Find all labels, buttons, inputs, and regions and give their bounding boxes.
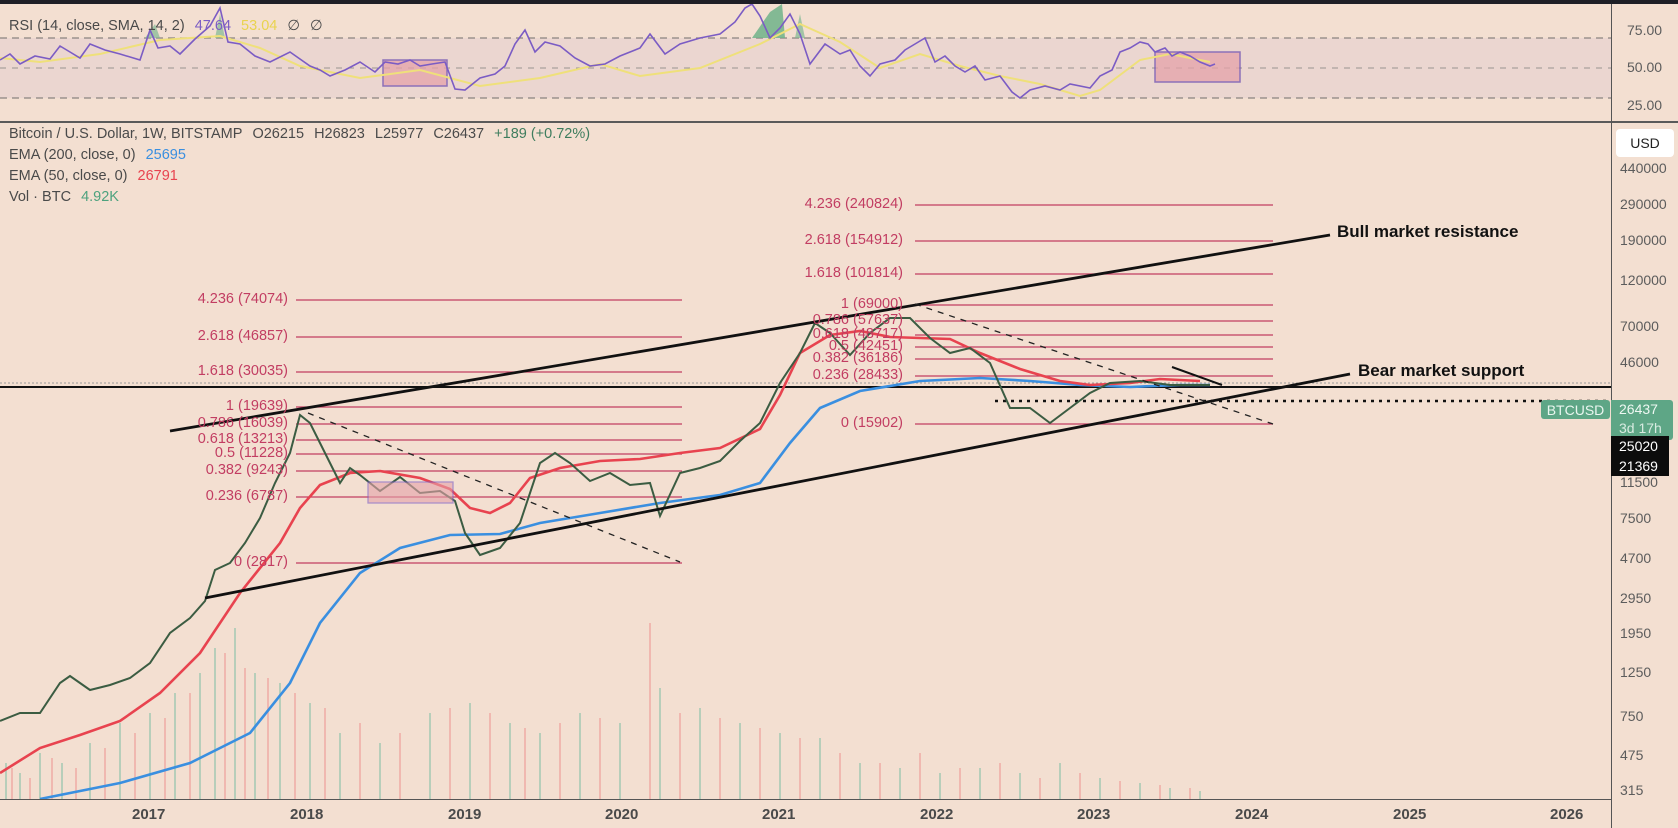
ema200-value: 25695 <box>145 147 186 163</box>
candles <box>0 317 1210 722</box>
rsi-pane[interactable]: RSI (14, close, SMA, 14, 2) 47.64 53.04 … <box>0 4 1612 121</box>
price-tick: 7500 <box>1620 510 1652 526</box>
year-tick: 2018 <box>290 806 324 823</box>
year-tick: 2021 <box>762 806 796 823</box>
fib-2018-label: 2.618 (46857) <box>197 328 288 344</box>
fib-2021-label: 0.382 (36186) <box>812 350 903 366</box>
price-tick: 11500 <box>1620 474 1658 490</box>
high-value: H26823 <box>314 126 365 142</box>
pane-divider[interactable] <box>0 121 1678 123</box>
symbol-label: Bitcoin / U.S. Dollar, 1W, BITSTAMP <box>9 126 243 142</box>
volume-bars <box>5 623 1201 799</box>
year-tick: 2019 <box>448 806 482 823</box>
year-tick: 2026 <box>1550 806 1584 823</box>
price-tick: 120000 <box>1620 272 1667 288</box>
fib-2018-label: 0.382 (9243) <box>205 462 288 478</box>
rsi-tick-50: 50.00 <box>1627 59 1663 75</box>
ema50-value: 26791 <box>137 168 178 184</box>
bar-countdown: 3d 17h <box>1619 420 1662 436</box>
year-tick: 2024 <box>1235 806 1269 823</box>
year-tick: 2025 <box>1393 806 1427 823</box>
fib-2021-label: 0 (15902) <box>840 415 903 431</box>
price-tick: 1250 <box>1620 664 1652 680</box>
price-tick: 290000 <box>1620 196 1667 212</box>
price-tick: 46000 <box>1620 354 1659 370</box>
last-price-tag: 26437 3d 17h <box>1611 400 1673 440</box>
rsi-tick-25: 25.00 <box>1627 97 1663 113</box>
time-axis-border <box>0 799 1612 800</box>
ema200-legend[interactable]: EMA (200, close, 0) 25695 <box>9 147 192 163</box>
fib-2018-label: 0.236 (6787) <box>205 488 288 504</box>
fib-2018-label: 0.786 (16039) <box>197 415 288 431</box>
rsi-sma-value: 53.04 <box>241 18 278 34</box>
fib-2018-label: 0.5 (11228) <box>214 445 288 461</box>
rsi-legend: RSI (14, close, SMA, 14, 2) 47.64 53.04 … <box>9 18 323 34</box>
fib-2018-label: 1 (19639) <box>225 398 288 414</box>
rsi-tick-75: 75.00 <box>1627 22 1663 38</box>
year-tick: 2023 <box>1077 806 1111 823</box>
last-price-value: 26437 <box>1619 401 1658 417</box>
price-tick: 70000 <box>1620 318 1659 334</box>
price-tick: 440000 <box>1620 160 1667 176</box>
low-value: L25977 <box>374 126 424 142</box>
fib-2021-label: 0.236 (28433) <box>812 367 903 383</box>
year-tick: 2022 <box>920 806 954 823</box>
bull-market-resistance-label: Bull market resistance <box>1337 222 1519 241</box>
fib-2021-label: 0.5 (42451) <box>828 338 903 354</box>
price-tick: 190000 <box>1620 232 1667 248</box>
open-value: O26215 <box>252 126 305 142</box>
rsi-plot <box>0 4 1612 100</box>
price-tick: 4700 <box>1620 550 1652 566</box>
ema200-label: EMA (200, close, 0) <box>9 147 136 163</box>
price-pane[interactable]: Bitcoin / U.S. Dollar, 1W, BITSTAMP O262… <box>0 123 1612 799</box>
fib-2018-label: 1.618 (30035) <box>197 363 288 379</box>
fib-2018-label: 0 (2817) <box>233 554 288 570</box>
year-tick: 2017 <box>132 806 166 823</box>
bull-resistance-line <box>169 233 1331 433</box>
fib-2021-label: 0.786 (57637) <box>812 312 903 328</box>
price-tick: 2950 <box>1620 590 1652 606</box>
volume-legend[interactable]: Vol · BTC 4.92K <box>9 189 125 205</box>
change-value: +189 (+0.72%) <box>494 126 591 142</box>
top-bar <box>0 0 1678 4</box>
rsi-extra-2: ∅ <box>310 18 323 34</box>
fib-2021-label: 4.236 (240824) <box>804 196 903 212</box>
symbol-legend: Bitcoin / U.S. Dollar, 1W, BITSTAMP O262… <box>9 126 596 142</box>
price-tick: 750 <box>1620 708 1644 724</box>
fib-2018-lines <box>296 299 682 564</box>
fib-2021-lines <box>915 204 1273 425</box>
rsi-extra-1: ∅ <box>287 18 301 34</box>
bear-market-support-label: Bear market support <box>1358 361 1525 380</box>
fib-2021-label: 0.618 (48717) <box>812 326 903 342</box>
rsi-value: 47.64 <box>194 18 232 34</box>
currency-button[interactable]: USD <box>1616 129 1674 157</box>
price-tick: 1950 <box>1620 625 1652 641</box>
price-tick: 475 <box>1620 747 1644 763</box>
bear-support-line <box>204 372 1351 600</box>
ema50-label: EMA (50, close, 0) <box>9 168 128 184</box>
fib-2021-label: 2.618 (154912) <box>804 232 903 248</box>
volume-value: 4.92K <box>81 189 119 205</box>
price-plot <box>0 204 1612 799</box>
price-tick: 315 <box>1620 782 1644 798</box>
symbol-price-tag[interactable]: BTCUSD <box>1541 400 1610 419</box>
fib-2018-label: 0.618 (13213) <box>197 431 288 447</box>
fib-2021-label: 1 (69000) <box>840 296 903 312</box>
level-tag-21369: 21369 <box>1611 456 1669 476</box>
fib-2018-label: 4.236 (74074) <box>197 291 288 307</box>
fib-2021-label: 1.618 (101814) <box>804 265 903 281</box>
ema50-legend[interactable]: EMA (50, close, 0) 26791 <box>9 168 184 184</box>
year-tick: 2020 <box>605 806 639 823</box>
level-tag-25020: 25020 <box>1611 436 1669 456</box>
volume-label: Vol · BTC <box>9 189 72 205</box>
rsi-label: RSI (14, close, SMA, 14, 2) <box>9 18 185 34</box>
close-value: C26437 <box>433 126 485 142</box>
